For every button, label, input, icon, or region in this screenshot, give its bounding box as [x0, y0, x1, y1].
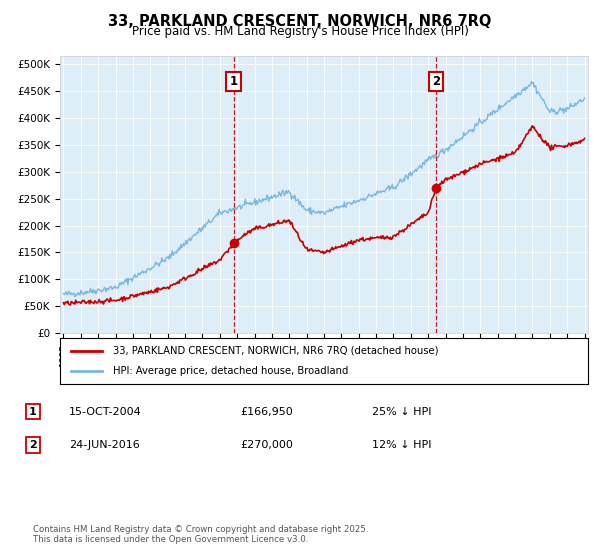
- Text: 1: 1: [29, 407, 37, 417]
- Text: 15-OCT-2004: 15-OCT-2004: [69, 407, 142, 417]
- Text: Contains HM Land Registry data © Crown copyright and database right 2025.
This d: Contains HM Land Registry data © Crown c…: [33, 525, 368, 544]
- Text: Price paid vs. HM Land Registry's House Price Index (HPI): Price paid vs. HM Land Registry's House …: [131, 25, 469, 38]
- Text: 24-JUN-2016: 24-JUN-2016: [69, 440, 140, 450]
- Text: 2: 2: [433, 75, 440, 88]
- Text: £270,000: £270,000: [240, 440, 293, 450]
- Text: 12% ↓ HPI: 12% ↓ HPI: [372, 440, 431, 450]
- Text: 33, PARKLAND CRESCENT, NORWICH, NR6 7RQ (detached house): 33, PARKLAND CRESCENT, NORWICH, NR6 7RQ …: [113, 346, 438, 356]
- Text: HPI: Average price, detached house, Broadland: HPI: Average price, detached house, Broa…: [113, 366, 348, 376]
- Text: 1: 1: [229, 75, 238, 88]
- Text: £166,950: £166,950: [240, 407, 293, 417]
- Text: 33, PARKLAND CRESCENT, NORWICH, NR6 7RQ: 33, PARKLAND CRESCENT, NORWICH, NR6 7RQ: [109, 14, 491, 29]
- Text: 25% ↓ HPI: 25% ↓ HPI: [372, 407, 431, 417]
- Text: 2: 2: [29, 440, 37, 450]
